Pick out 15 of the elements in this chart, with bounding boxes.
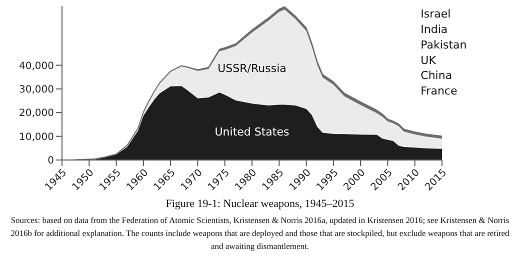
y-tick-label: 0 (48, 156, 54, 167)
annotation: UK (420, 54, 437, 67)
annotation: China (420, 69, 452, 82)
annotation: India (420, 23, 448, 36)
annotation: France (420, 84, 458, 98)
series-label: USSR/Russia (218, 62, 286, 75)
y-tick-label: 30,000 (19, 84, 54, 96)
annotation: Israel (420, 8, 451, 21)
source-note: Sources: based on data from the Federation of Atomic Scientists, Kristensen & Norris 2016a, updated in Kristensen 2016; see Kristensen & Norris 2016b for additional explanation. The counts include weapons that are deployed and those that are stockpiled, but exclude weapons that are retired and awaiting dismantlement. (10, 214, 510, 253)
series-label: United States (214, 126, 290, 139)
annotation: Pakistan (420, 38, 467, 52)
text: Figure 19-1: Nuclear weapons, 1945–2015 (164, 198, 356, 210)
y-tick-label: 40,000 (19, 60, 54, 72)
y-tick-label: 10,000 (19, 132, 54, 143)
y-tick-label: 20,000 (19, 108, 54, 120)
